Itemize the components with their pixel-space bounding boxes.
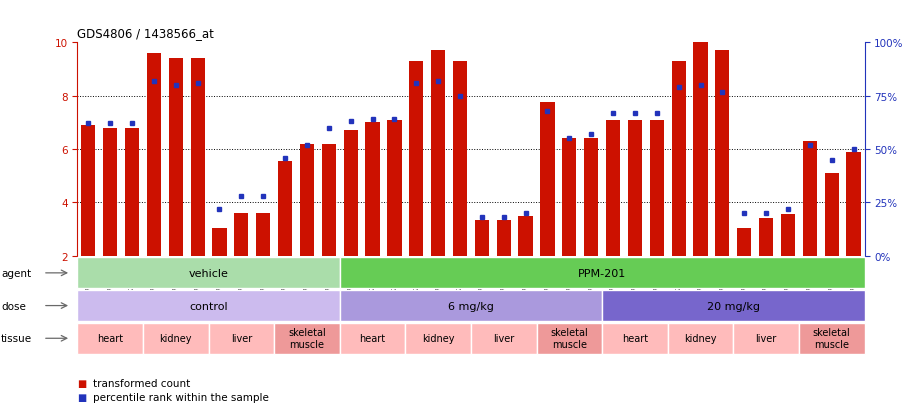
Bar <box>234 214 248 256</box>
Text: GDS4806 / 1438566_at: GDS4806 / 1438566_at <box>77 27 214 40</box>
Bar <box>168 59 183 256</box>
Bar <box>410 62 423 256</box>
Text: control: control <box>189 301 228 311</box>
Bar <box>388 121 401 256</box>
Bar <box>190 59 205 256</box>
Bar <box>212 228 227 256</box>
Text: skeletal
muscle: skeletal muscle <box>288 328 326 349</box>
Bar <box>562 139 576 256</box>
Bar <box>278 161 292 256</box>
Bar <box>672 62 686 256</box>
Text: agent: agent <box>1 268 31 278</box>
Bar <box>781 215 795 256</box>
Bar <box>497 220 511 256</box>
Bar <box>759 219 774 256</box>
Bar <box>322 145 336 256</box>
Bar <box>824 173 839 256</box>
Bar <box>541 103 554 256</box>
Bar <box>693 43 708 256</box>
Bar <box>803 142 817 256</box>
Text: PPM-201: PPM-201 <box>578 268 626 278</box>
Bar <box>147 54 161 256</box>
Text: heart: heart <box>97 333 123 344</box>
Text: kidney: kidney <box>422 333 454 344</box>
Bar <box>103 128 117 256</box>
Bar <box>584 139 598 256</box>
Text: percentile rank within the sample: percentile rank within the sample <box>93 392 268 402</box>
Bar <box>125 128 139 256</box>
Text: liver: liver <box>755 333 777 344</box>
Bar <box>846 152 861 256</box>
Text: kidney: kidney <box>684 333 717 344</box>
Text: kidney: kidney <box>159 333 192 344</box>
Bar <box>628 121 642 256</box>
Text: dose: dose <box>1 301 25 311</box>
Bar <box>256 214 270 256</box>
Text: transformed count: transformed count <box>93 378 190 388</box>
Bar <box>366 123 379 256</box>
Text: skeletal
muscle: skeletal muscle <box>551 328 588 349</box>
Text: ■: ■ <box>77 378 86 388</box>
Bar <box>715 51 730 256</box>
Bar <box>519 216 532 256</box>
Text: ■: ■ <box>77 392 86 402</box>
Bar <box>453 62 467 256</box>
Bar <box>650 121 664 256</box>
Text: heart: heart <box>359 333 386 344</box>
Bar <box>606 121 620 256</box>
Bar <box>344 131 358 256</box>
Text: liver: liver <box>493 333 514 344</box>
Text: skeletal
muscle: skeletal muscle <box>813 328 851 349</box>
Bar <box>737 228 752 256</box>
Bar <box>299 145 314 256</box>
Text: liver: liver <box>231 333 252 344</box>
Text: 20 mg/kg: 20 mg/kg <box>707 301 760 311</box>
Bar <box>475 220 489 256</box>
Text: vehicle: vehicle <box>188 268 228 278</box>
Bar <box>431 51 445 256</box>
Text: tissue: tissue <box>1 333 32 344</box>
Text: 6 mg/kg: 6 mg/kg <box>448 301 494 311</box>
Text: heart: heart <box>622 333 648 344</box>
Bar <box>81 126 96 256</box>
